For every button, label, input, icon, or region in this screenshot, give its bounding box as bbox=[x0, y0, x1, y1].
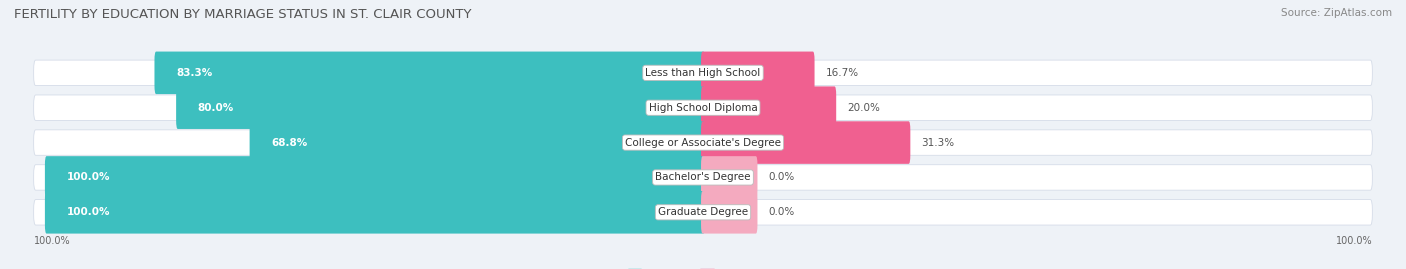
Text: 100.0%: 100.0% bbox=[66, 207, 110, 217]
Text: FERTILITY BY EDUCATION BY MARRIAGE STATUS IN ST. CLAIR COUNTY: FERTILITY BY EDUCATION BY MARRIAGE STATU… bbox=[14, 8, 471, 21]
Text: Less than High School: Less than High School bbox=[645, 68, 761, 78]
Text: 0.0%: 0.0% bbox=[769, 172, 794, 182]
Text: 31.3%: 31.3% bbox=[921, 137, 955, 148]
FancyBboxPatch shape bbox=[176, 86, 704, 129]
Text: 16.7%: 16.7% bbox=[825, 68, 859, 78]
FancyBboxPatch shape bbox=[34, 60, 1372, 86]
FancyBboxPatch shape bbox=[702, 121, 910, 164]
FancyBboxPatch shape bbox=[702, 191, 758, 233]
Text: 20.0%: 20.0% bbox=[848, 103, 880, 113]
FancyBboxPatch shape bbox=[702, 86, 837, 129]
Text: Graduate Degree: Graduate Degree bbox=[658, 207, 748, 217]
FancyBboxPatch shape bbox=[45, 191, 704, 233]
FancyBboxPatch shape bbox=[155, 52, 704, 94]
Text: College or Associate's Degree: College or Associate's Degree bbox=[626, 137, 780, 148]
Text: 0.0%: 0.0% bbox=[769, 207, 794, 217]
FancyBboxPatch shape bbox=[45, 156, 704, 199]
FancyBboxPatch shape bbox=[34, 130, 1372, 155]
FancyBboxPatch shape bbox=[702, 156, 758, 199]
Text: 100.0%: 100.0% bbox=[66, 172, 110, 182]
Text: Bachelor's Degree: Bachelor's Degree bbox=[655, 172, 751, 182]
FancyBboxPatch shape bbox=[34, 165, 1372, 190]
Text: Source: ZipAtlas.com: Source: ZipAtlas.com bbox=[1281, 8, 1392, 18]
Text: 80.0%: 80.0% bbox=[198, 103, 233, 113]
FancyBboxPatch shape bbox=[702, 52, 814, 94]
FancyBboxPatch shape bbox=[250, 121, 704, 164]
Text: 83.3%: 83.3% bbox=[176, 68, 212, 78]
FancyBboxPatch shape bbox=[34, 200, 1372, 225]
Text: 100.0%: 100.0% bbox=[34, 236, 70, 246]
FancyBboxPatch shape bbox=[34, 95, 1372, 121]
Text: 100.0%: 100.0% bbox=[1336, 236, 1372, 246]
Text: 68.8%: 68.8% bbox=[271, 137, 308, 148]
Text: High School Diploma: High School Diploma bbox=[648, 103, 758, 113]
Legend: Married, Unmarried: Married, Unmarried bbox=[623, 264, 783, 269]
